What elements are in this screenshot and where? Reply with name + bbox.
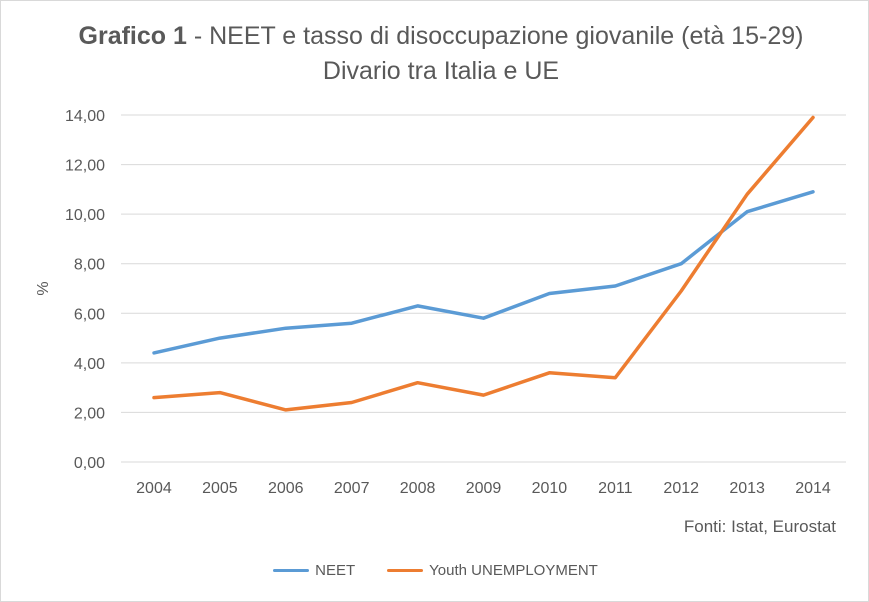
x-tick-label: 2010 bbox=[532, 480, 568, 497]
y-axis-label: % bbox=[35, 281, 52, 295]
y-tick-label: 4,00 bbox=[74, 356, 105, 373]
source-note: Fonti: Istat, Eurostat bbox=[683, 517, 836, 536]
line-chart: 0,00 2,00 4,00 6,00 8,00 10,00 12,00 14,00 2004 2… bbox=[35, 108, 846, 497]
y-tick-label: 10,00 bbox=[65, 207, 105, 224]
legend-swatch-neet bbox=[273, 569, 310, 572]
x-tick-label: 2006 bbox=[268, 480, 304, 497]
y-tick-label: 14,00 bbox=[65, 108, 105, 125]
y-tick-label: 0,00 bbox=[74, 455, 105, 472]
x-tick-label: 2014 bbox=[795, 480, 831, 497]
y-tick-label: 12,00 bbox=[65, 158, 105, 175]
y-tick-label: 6,00 bbox=[74, 306, 105, 323]
legend-swatch-youth-unemployment bbox=[387, 569, 424, 572]
x-tick-label: 2012 bbox=[663, 480, 699, 497]
x-tick-label: 2008 bbox=[400, 480, 436, 497]
y-tick-label: 8,00 bbox=[74, 257, 105, 274]
legend-item-neet: NEET bbox=[273, 562, 355, 579]
chart-legend: NEET Youth UNEMPLOYMENT bbox=[1, 562, 869, 579]
series-line-neet bbox=[152, 190, 815, 355]
chart-title: Grafico 1 - NEET e tasso di disoccupazio… bbox=[61, 19, 821, 89]
chart-title-bold: Grafico 1 bbox=[78, 22, 187, 50]
chart-title-text: - NEET e tasso di disoccupazione giovani… bbox=[186, 22, 804, 85]
x-tick-label: 2009 bbox=[466, 480, 502, 497]
legend-label-neet: NEET bbox=[315, 562, 356, 579]
x-tick-label: 2011 bbox=[598, 480, 633, 497]
x-tick-label: 2005 bbox=[202, 480, 238, 497]
x-tick-label: 2004 bbox=[136, 480, 172, 497]
x-tick-label: 2007 bbox=[334, 480, 370, 497]
legend-label-youth-unemployment: Youth UNEMPLOYMENT bbox=[429, 562, 598, 579]
x-tick-label: 2013 bbox=[729, 480, 765, 497]
series-line-youth-unemployment bbox=[152, 115, 815, 412]
y-tick-label: 2,00 bbox=[74, 405, 105, 422]
legend-item-youth-unemployment: Youth UNEMPLOYMENT bbox=[387, 562, 598, 579]
